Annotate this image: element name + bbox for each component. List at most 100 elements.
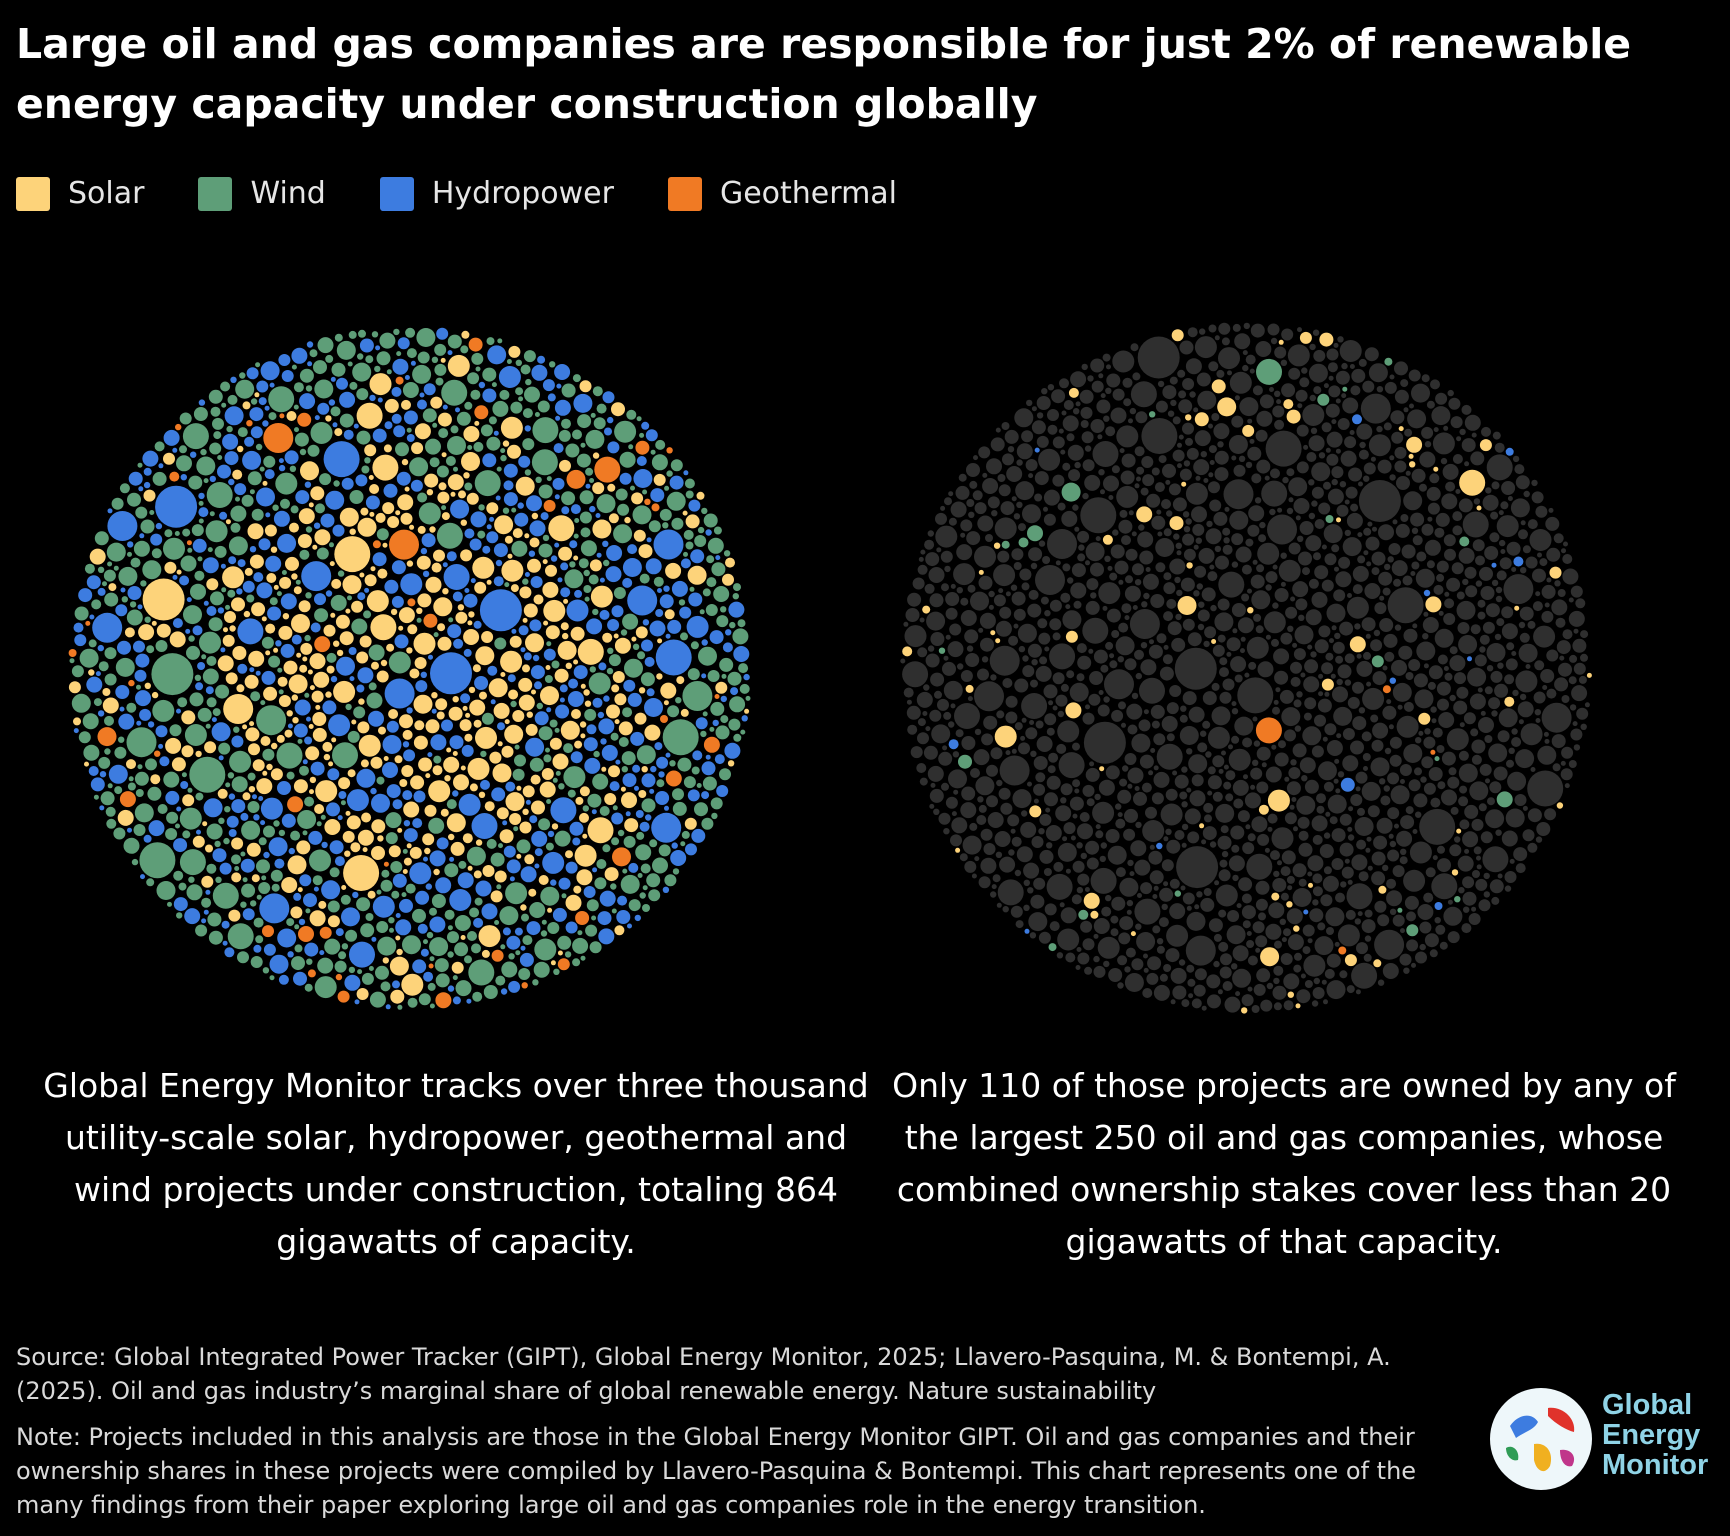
other-project-bubble: [1303, 676, 1320, 693]
other-project-bubble: [1479, 646, 1486, 653]
bubble-wind: [93, 794, 99, 800]
bubble-solar: [244, 674, 259, 689]
other-project-bubble: [1515, 475, 1530, 490]
bubble-wind: [234, 866, 240, 871]
bubble-wind: [716, 615, 729, 628]
other-project-bubble: [1374, 929, 1405, 960]
other-project-bubble: [1112, 529, 1119, 536]
other-project-bubble: [1221, 750, 1226, 756]
other-project-bubble: [1146, 493, 1161, 508]
bubble-wind: [589, 666, 596, 673]
other-project-bubble: [1182, 533, 1195, 546]
other-project-bubble: [1008, 849, 1015, 856]
other-project-bubble: [948, 491, 954, 497]
other-project-bubble: [1276, 399, 1282, 405]
other-project-bubble: [1067, 577, 1074, 584]
other-project-bubble: [1288, 767, 1301, 779]
bubble-wind: [691, 766, 700, 775]
bubble-hydro: [649, 620, 666, 637]
other-project-bubble: [1367, 865, 1373, 871]
other-project-bubble: [1062, 563, 1071, 572]
bubble-solar: [314, 529, 331, 546]
other-project-bubble: [1377, 979, 1385, 986]
other-project-bubble: [1220, 825, 1229, 834]
owned-bubble-solar: [1344, 954, 1357, 967]
owned-bubble-solar: [1408, 453, 1414, 459]
owned-bubble-solar: [1459, 469, 1486, 496]
bubble-solar: [519, 586, 532, 599]
bubble-solar: [281, 877, 298, 893]
bubble-geo: [665, 770, 682, 787]
bubble-wind: [261, 875, 267, 881]
other-project-bubble: [1047, 409, 1059, 421]
bubble-hydro: [417, 399, 427, 410]
bubble-hydro: [651, 812, 682, 843]
other-project-bubble: [1073, 408, 1080, 415]
bubble-geo: [262, 925, 274, 938]
other-project-bubble: [1291, 797, 1297, 802]
other-project-bubble: [1482, 494, 1499, 511]
other-project-bubble: [1426, 486, 1441, 501]
bubble-solar: [552, 753, 569, 770]
bubble-wind: [561, 383, 576, 398]
bubble-hydro: [503, 480, 514, 491]
bubble-solar: [722, 573, 734, 586]
bubble-wind: [156, 881, 176, 900]
other-project-bubble: [1010, 828, 1016, 834]
other-project-bubble: [1342, 728, 1355, 740]
bubble-wind: [740, 729, 746, 735]
other-project-bubble: [1352, 584, 1363, 595]
other-project-bubble: [1181, 999, 1190, 1008]
other-project-bubble: [1153, 771, 1170, 788]
other-project-bubble: [960, 802, 977, 819]
bubble-solar: [402, 869, 408, 874]
other-project-bubble: [1197, 390, 1217, 410]
bubble-wind: [406, 427, 412, 433]
bubble-solar: [508, 689, 519, 700]
bubble-hydro: [413, 790, 426, 803]
bubble-solar: [606, 704, 620, 719]
other-project-bubble: [1371, 851, 1386, 866]
other-project-bubble: [1242, 920, 1251, 929]
other-project-bubble: [1554, 677, 1569, 692]
other-project-bubble: [1131, 531, 1137, 537]
other-project-bubble: [1362, 753, 1371, 761]
bubble-wind: [435, 973, 450, 988]
bubble-solar: [265, 623, 276, 634]
bubble-solar: [251, 602, 266, 617]
other-project-bubble: [1212, 755, 1225, 768]
bubble-wind: [580, 540, 597, 557]
bubble-wind: [423, 939, 428, 945]
bubble-wind: [702, 776, 717, 791]
other-project-bubble: [1371, 567, 1380, 576]
other-project-bubble: [1435, 924, 1446, 935]
other-project-bubble: [928, 567, 945, 583]
other-project-bubble: [1487, 797, 1495, 806]
other-project-bubble: [1020, 735, 1026, 741]
other-project-bubble: [900, 658, 906, 664]
bubble-hydro: [481, 903, 498, 920]
other-project-bubble: [1401, 544, 1416, 559]
bubble-hydro: [743, 673, 750, 681]
other-project-bubble: [1242, 364, 1249, 372]
other-project-bubble: [1513, 847, 1528, 862]
other-project-bubble: [925, 552, 940, 567]
bubble-hydro: [466, 998, 472, 1004]
bubble-solar: [587, 817, 614, 844]
bubble-wind: [127, 782, 136, 791]
bubble-wind: [74, 606, 89, 621]
other-project-bubble: [1361, 617, 1376, 632]
bubble-hydro: [482, 388, 497, 403]
other-project-bubble: [1462, 831, 1479, 848]
bubble-wind: [506, 359, 512, 364]
bubble-solar: [334, 428, 343, 437]
other-project-bubble: [1571, 685, 1588, 702]
other-project-bubble: [1072, 504, 1079, 511]
other-project-bubble: [1304, 980, 1313, 988]
other-project-bubble: [1028, 912, 1048, 932]
bubble-wind: [210, 591, 224, 606]
other-project-bubble: [1240, 636, 1246, 642]
other-project-bubble: [1213, 511, 1228, 526]
other-project-bubble: [1346, 985, 1355, 994]
other-project-bubble: [1174, 830, 1185, 840]
